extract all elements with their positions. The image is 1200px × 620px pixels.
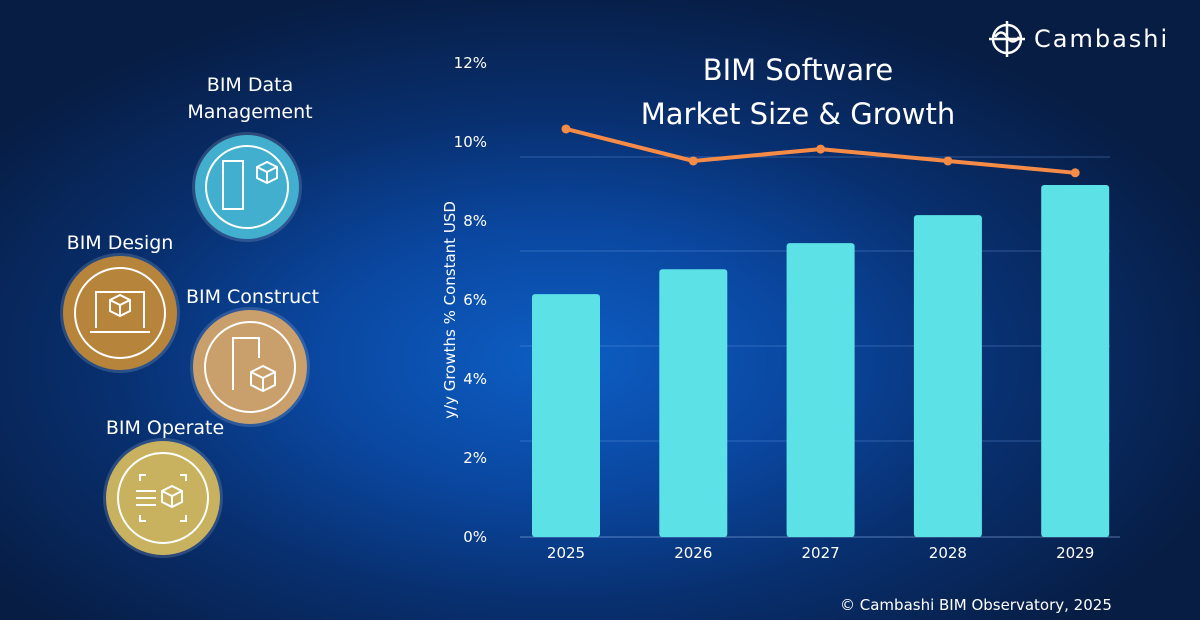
y-axis-label: y/y Growths % Constant USD (441, 201, 459, 419)
growth-point-2028 (943, 156, 953, 166)
compass-logo-icon (989, 21, 1025, 57)
x-tick-label: 2027 (802, 544, 840, 562)
copyright-footer: © Cambashi BIM Observatory, 2025 (840, 596, 1112, 614)
y-tick-label: 4% (463, 370, 487, 388)
growth-point-2025 (561, 124, 571, 134)
operate-circle (106, 441, 220, 555)
bar-2029 (1041, 185, 1110, 537)
y-tick-label: 8% (463, 212, 487, 230)
cambashi-logo: Cambashi (988, 20, 1169, 58)
y-tick-label: 6% (463, 291, 487, 309)
category-label-data-management: BIM Data Management (187, 74, 313, 123)
y-tick-label: 0% (463, 528, 487, 546)
bar-2026 (659, 269, 728, 537)
construct-circle (193, 310, 307, 424)
y-tick-label: 10% (454, 133, 487, 151)
growth-point-2027 (816, 144, 826, 154)
bar-2028 (913, 215, 982, 537)
construction-cube-icon (204, 321, 296, 413)
growth-point-2029 (1070, 168, 1080, 178)
chart-title-line-1: BIM Software (703, 53, 894, 87)
x-tick-label: 2025 (547, 544, 585, 562)
bar-2025 (532, 294, 600, 537)
category-label-operate: BIM Operate (105, 417, 225, 439)
building-cube-icon (205, 145, 289, 229)
x-tick-label: 2026 (674, 544, 712, 562)
x-tick-label: 2029 (1056, 544, 1094, 562)
y-tick-label: 2% (463, 449, 487, 467)
y-tick-label: 12% (454, 54, 487, 72)
network-cube-icon (117, 452, 209, 544)
laptop-cube-icon (74, 267, 166, 359)
chart-title-line-2: Market Size & Growth (641, 97, 955, 131)
data-management-circle (195, 135, 299, 239)
category-label-design: BIM Design (66, 232, 174, 254)
category-label-construct: BIM Construct (185, 286, 320, 308)
design-circle (63, 256, 177, 370)
growth-point-2026 (688, 156, 698, 166)
bar-2027 (786, 243, 855, 537)
x-tick-label: 2028 (929, 544, 967, 562)
logo-text: Cambashi (1034, 25, 1170, 53)
